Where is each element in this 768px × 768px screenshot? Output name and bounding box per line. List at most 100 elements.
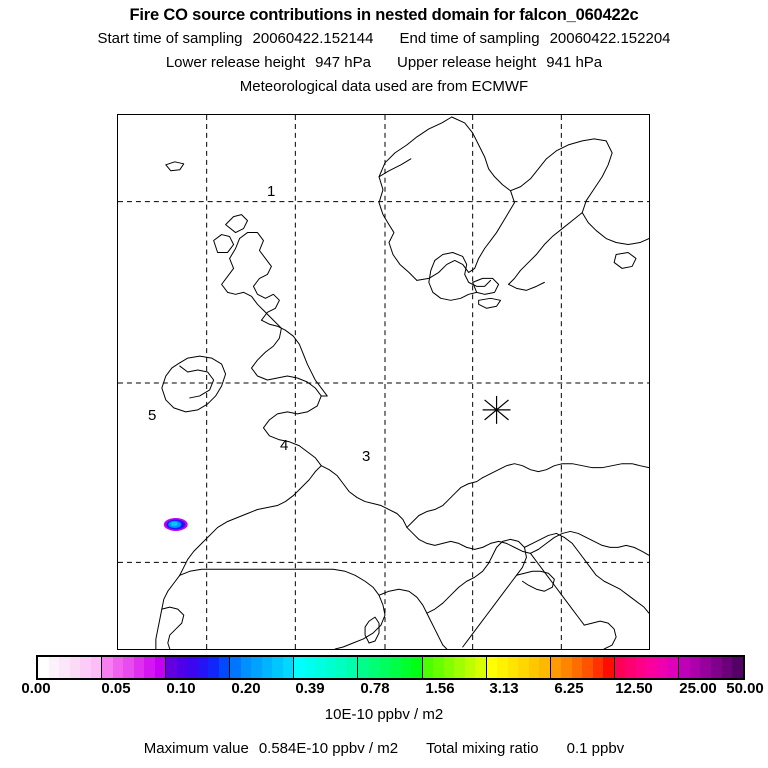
colorbar-cell — [272, 657, 283, 678]
colorbar-cell — [400, 657, 412, 678]
colorbar-cell — [454, 657, 465, 678]
colorbar-cell — [528, 657, 540, 678]
colorbar-cell — [433, 657, 444, 678]
map-region-label-1: 1 — [267, 183, 276, 200]
lower-release-label: Lower release height — [165, 54, 306, 71]
colorbar-band-0.20-0.39 — [230, 657, 295, 678]
colorbar-band-3.13-6.25 — [486, 657, 551, 678]
colorbar-cell — [603, 657, 614, 678]
map-panel[interactable]: 1 5 4 3 — [117, 114, 650, 650]
colorbar-cell — [368, 657, 380, 678]
colorbar-cell — [38, 657, 49, 678]
colorbar-cell — [123, 657, 134, 678]
colorbar-cell — [315, 657, 326, 678]
colorbar-band-0.00-0.05 — [38, 657, 103, 678]
colorbar-cell — [304, 657, 316, 678]
colorbar-tick-25.00: 25.00 — [679, 680, 717, 697]
colorbar-tick-0.00: 0.00 — [21, 680, 51, 697]
colorbar-cell — [411, 657, 422, 678]
colorbar-cell — [90, 657, 102, 678]
colorbar[interactable] — [36, 655, 745, 680]
colorbar-band-0.10-0.20 — [166, 657, 231, 678]
colorbar-cell — [464, 657, 476, 678]
colorbar-cell — [539, 657, 550, 678]
colorbar-cell — [443, 657, 455, 678]
colorbar-cell — [208, 657, 219, 678]
colorbar-cell — [102, 657, 113, 678]
colorbar-tick-6.25: 6.25 — [554, 680, 584, 697]
colorbar-cell — [187, 657, 198, 678]
colorbar-cell — [133, 657, 145, 678]
colorbar-cell — [582, 657, 593, 678]
upper-release-value: 941 hPa — [546, 54, 603, 71]
co-plume-blob — [163, 517, 188, 531]
colorbar-cell — [379, 657, 391, 678]
colorbar-band-0.39-0.78 — [294, 657, 359, 678]
page-title: Fire CO source contributions in nested d… — [129, 6, 639, 24]
upper-release-label: Upper release height — [397, 54, 537, 71]
met-data-line: Meteorological data used are from ECMWF — [239, 78, 529, 95]
colorbar-cell — [69, 657, 81, 678]
colorbar-cell — [689, 657, 701, 678]
colorbar-cell — [711, 657, 722, 678]
colorbar-cell — [80, 657, 91, 678]
header-block: Fire CO source contributions in nested d… — [0, 0, 768, 99]
colorbar-cell — [561, 657, 572, 678]
release-site-asterisk — [482, 395, 511, 424]
colorbar-cell — [176, 657, 188, 678]
colorbar-cell — [282, 657, 294, 678]
colorbar-cell — [678, 657, 690, 678]
max-value: 0.584E-10 ppbv / m2 — [258, 740, 399, 757]
colorbar-cell — [390, 657, 401, 678]
map-coastlines — [155, 116, 649, 649]
colorbar-cell — [294, 657, 305, 678]
colorbar-cell — [261, 657, 273, 678]
start-time-label: Start time of sampling — [97, 30, 243, 47]
colorbar-cell — [497, 657, 508, 678]
colorbar-cell — [635, 657, 647, 678]
colorbar-tick-labels: 0.00 0.05 0.10 0.20 0.39 0.78 1.56 3.13 6.25 12.5… — [0, 680, 768, 700]
colorbar-cell — [240, 657, 252, 678]
colorbar-cell — [571, 657, 583, 678]
colorbar-cell — [112, 657, 124, 678]
colorbar-cell — [230, 657, 241, 678]
colorbar-cell — [614, 657, 626, 678]
colorbar-tick-0.39: 0.39 — [295, 680, 325, 697]
colorbar-cell — [218, 657, 230, 678]
lower-release-value: 947 hPa — [315, 54, 371, 71]
colorbar-cell — [166, 657, 177, 678]
colorbar-cell — [507, 657, 519, 678]
colorbar-cell — [59, 657, 70, 678]
colorbar-tick-3.13: 3.13 — [489, 680, 519, 697]
footer-stats: Maximum value 0.584E-10 ppbv / m2 Total mi… — [0, 738, 768, 760]
map-canvas — [118, 115, 649, 649]
map-region-label-5: 5 — [148, 407, 157, 424]
end-time-value: 20060422.152204 — [549, 30, 671, 47]
colorbar-unit-label: 10E-10 ppbv / m2 — [324, 706, 444, 723]
map-region-label-3: 3 — [362, 448, 371, 465]
map-region-label-4: 4 — [280, 437, 289, 454]
colorbar-cell — [475, 657, 486, 678]
colorbar-tick-0.05: 0.05 — [101, 680, 131, 697]
colorbar-cell — [144, 657, 155, 678]
colorbar-cell — [721, 657, 733, 678]
colorbar-cell — [667, 657, 678, 678]
colorbar-cell — [518, 657, 529, 678]
colorbar-cell — [336, 657, 347, 678]
mixing-ratio-value: 0.1 ppbv — [566, 740, 625, 757]
colorbar-cell — [422, 657, 434, 678]
colorbar-cell — [325, 657, 337, 678]
colorbar-tick-0.10: 0.10 — [166, 680, 196, 697]
colorbar-cell — [592, 657, 604, 678]
colorbar-cell — [656, 657, 668, 678]
colorbar-band-0.78-1.56 — [358, 657, 423, 678]
map-gridlines — [118, 115, 649, 649]
colorbar-tick-50.00: 50.00 — [726, 680, 764, 697]
colorbar-band-0.05-0.10 — [102, 657, 167, 678]
colorbar-cell — [358, 657, 369, 678]
colorbar-tick-1.56: 1.56 — [425, 680, 455, 697]
start-time-value: 20060422.152144 — [252, 30, 374, 47]
release-height-line: Lower release height 947 hPa Upper release… — [0, 51, 768, 75]
colorbar-band-25.00-50.00 — [678, 657, 744, 678]
